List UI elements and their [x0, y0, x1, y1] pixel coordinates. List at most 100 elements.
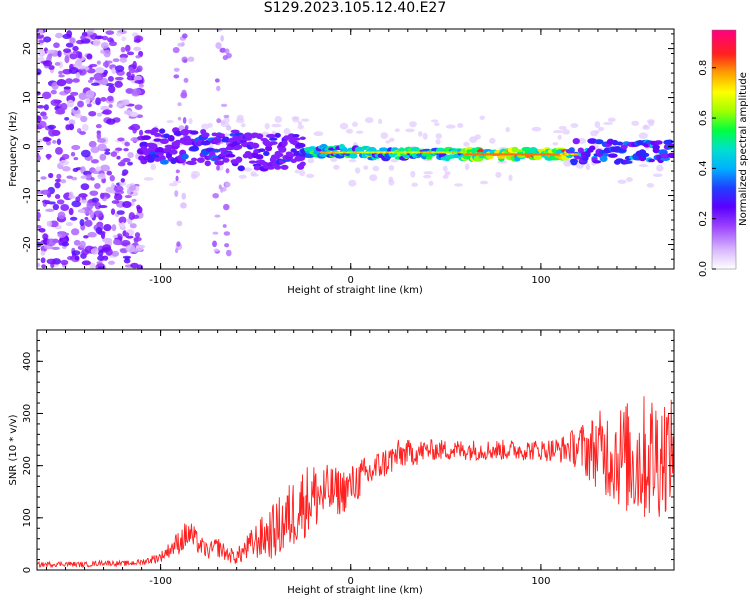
heatmap-cell — [186, 160, 197, 165]
heatmap-cell — [63, 48, 72, 53]
heatmap-cell — [297, 121, 303, 126]
colorbar-tick-label: 0.0 — [698, 261, 709, 277]
heatmap-cell — [51, 246, 60, 251]
heatmap-cell — [189, 130, 199, 135]
heatmap-cell — [37, 120, 47, 129]
heatmap-cell — [648, 158, 655, 163]
heatmap-cell — [75, 59, 83, 67]
heatmap-cell — [222, 224, 227, 228]
heatmap-cell — [70, 151, 76, 157]
heatmap-cell — [133, 39, 141, 43]
heatmap-cell — [240, 123, 246, 128]
heatmap-cell — [133, 69, 140, 73]
heatmap-cell — [68, 207, 74, 216]
heatmap-cell — [223, 133, 231, 137]
heatmap-cell — [124, 194, 132, 199]
figure-title: S129.2023.105.12.40.E27 — [263, 0, 447, 16]
heatmap-cell — [101, 110, 110, 115]
heatmap-cell — [435, 139, 441, 145]
heatmap-cell — [129, 111, 139, 118]
heatmap-cell — [617, 179, 627, 184]
heatmap-cell — [133, 237, 139, 244]
heatmap-cell — [37, 56, 45, 62]
heatmap-cell — [45, 208, 55, 213]
snr-x-tick-label: 0 — [348, 576, 354, 587]
heatmap-cell — [603, 121, 613, 125]
heatmap-cell — [46, 238, 56, 247]
snr-x-tick-label: 100 — [531, 576, 550, 587]
heatmap-cell — [126, 71, 132, 77]
heatmap-cell — [88, 140, 97, 148]
heatmap-cell — [105, 30, 115, 35]
heatmap-cell — [276, 152, 284, 157]
heatmap-cell — [90, 159, 99, 164]
heatmap-cell — [97, 255, 105, 262]
heatmap-cell — [119, 57, 128, 63]
heatmap-cell — [83, 235, 89, 239]
heatmap-cell — [126, 51, 135, 56]
heatmap-cell — [56, 199, 65, 205]
heatmap-cell — [354, 167, 361, 174]
heatmap-cell — [70, 91, 79, 96]
heatmap-cell — [120, 159, 126, 164]
heatmap-cell — [553, 129, 564, 134]
heatmap-cell — [570, 158, 578, 166]
heatmap-cell — [163, 148, 171, 153]
heatmap-cell — [107, 95, 114, 102]
heatmap-cell — [434, 122, 440, 127]
heatmap-cell — [131, 198, 137, 202]
heatmap-cell — [274, 164, 282, 170]
heatmap-cell — [213, 248, 220, 253]
heatmap-cell — [188, 118, 193, 125]
heatmap-cell — [43, 104, 49, 111]
heatmap-cell — [50, 89, 57, 95]
heatmap-cell — [52, 203, 60, 211]
heatmap-cell — [508, 174, 513, 182]
heatmap-cell — [244, 137, 252, 141]
heatmap-cell — [216, 165, 220, 171]
heatmap-cell — [626, 177, 633, 183]
heatmap-cell — [71, 144, 81, 151]
heatmap-cell — [111, 224, 117, 232]
heatmap-cell — [253, 165, 261, 171]
heatmap-cell — [96, 112, 103, 117]
heatmap-cell — [136, 204, 141, 210]
heatmap-cell — [218, 147, 229, 152]
heatmap-cell — [378, 118, 383, 125]
heatmap-cell — [489, 137, 496, 144]
heatmap-cell — [175, 169, 180, 174]
heatmap-cell — [90, 146, 100, 154]
heatmap-cell — [220, 103, 228, 108]
heatmap-cell — [349, 153, 358, 159]
spectrogram-y-tick-label: 10 — [22, 91, 33, 104]
heatmap-cell — [278, 146, 287, 153]
spectrogram-y-tick-label: 20 — [22, 42, 33, 55]
heatmap-cell — [207, 122, 213, 128]
heatmap-cell — [219, 47, 227, 53]
heatmap-cell — [48, 128, 57, 137]
heatmap-cell — [405, 128, 415, 133]
heatmap-cell — [133, 46, 141, 51]
spectrogram-y-tick-label: -20 — [22, 236, 33, 252]
heatmap-cell — [558, 125, 567, 130]
heatmap-cell — [268, 137, 278, 141]
heatmap-cell — [95, 226, 103, 235]
heatmap-cell — [411, 182, 419, 187]
spectrogram-x-tick-label: -100 — [149, 275, 172, 286]
spectrogram-y-axis-label: Frequency (Hz) — [8, 111, 19, 187]
heatmap-cell — [222, 136, 230, 141]
spectrogram-x-tick-label: 100 — [531, 275, 550, 286]
heatmap-cell — [130, 262, 139, 269]
heatmap-cell — [266, 165, 275, 170]
heatmap-cell — [54, 194, 61, 200]
heatmap-cell — [68, 123, 75, 131]
heatmap-cell — [85, 97, 91, 105]
heatmap-cell — [59, 159, 70, 166]
heatmap-cell — [594, 121, 601, 128]
heatmap-cell — [642, 125, 651, 131]
heatmap-cell — [120, 221, 126, 229]
heatmap-cell — [638, 132, 648, 140]
heatmap-cell — [41, 264, 47, 269]
snr-y-tick-label: 100 — [22, 508, 33, 527]
heatmap-cell — [263, 150, 270, 157]
